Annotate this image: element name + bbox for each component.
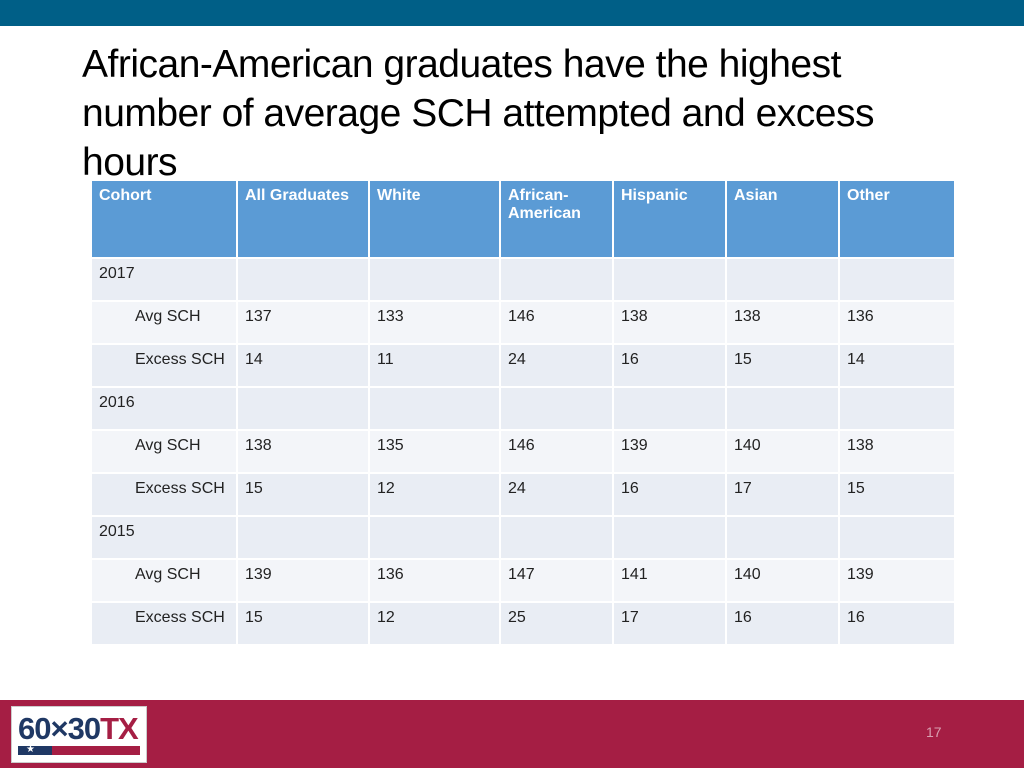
table-cell: 138 <box>236 429 370 474</box>
header-hispanic: Hispanic <box>612 179 727 259</box>
header-cohort: Cohort <box>90 179 238 259</box>
table-cell: 17 <box>725 472 840 517</box>
empty-cell <box>612 515 727 560</box>
empty-cell <box>725 386 840 431</box>
table-row-year: 2016 <box>90 386 956 431</box>
table-cell: 136 <box>838 300 956 345</box>
table-cell: 141 <box>612 558 727 603</box>
metric-label: Excess SCH <box>90 343 238 388</box>
table-cell: 16 <box>838 601 956 646</box>
page-number: 17 <box>926 724 942 740</box>
table-cell: 12 <box>368 601 501 646</box>
table-row-year: 2017 <box>90 257 956 302</box>
empty-cell <box>499 257 614 302</box>
table-cell: 12 <box>368 472 501 517</box>
header-row: Cohort All Graduates White African-Ameri… <box>90 179 956 259</box>
table-cell: 15 <box>236 472 370 517</box>
cohort-year: 2017 <box>90 257 238 302</box>
table-cell: 139 <box>236 558 370 603</box>
empty-cell <box>236 257 370 302</box>
metric-label: Excess SCH <box>90 601 238 646</box>
empty-cell <box>499 386 614 431</box>
table-row: Avg SCH 137 133 146 138 138 136 <box>90 300 956 345</box>
table-cell: 15 <box>725 343 840 388</box>
table-cell: 25 <box>499 601 614 646</box>
logo-text-accent: TX <box>100 711 139 746</box>
empty-cell <box>368 515 501 560</box>
metric-label: Avg SCH <box>90 558 238 603</box>
empty-cell <box>838 257 956 302</box>
metric-label: Avg SCH <box>90 429 238 474</box>
table-cell: 14 <box>236 343 370 388</box>
empty-cell <box>725 515 840 560</box>
footer-bar <box>0 700 1024 768</box>
table-cell: 24 <box>499 472 614 517</box>
table-cell: 136 <box>368 558 501 603</box>
table-cell: 140 <box>725 429 840 474</box>
metric-label: Excess SCH <box>90 472 238 517</box>
metric-label: Avg SCH <box>90 300 238 345</box>
star-icon: ★ <box>26 744 35 755</box>
logo-text: 60×30TX <box>18 711 139 747</box>
empty-cell <box>838 515 956 560</box>
table-row: Avg SCH 139 136 147 141 140 139 <box>90 558 956 603</box>
empty-cell <box>236 386 370 431</box>
empty-cell <box>499 515 614 560</box>
cohort-year: 2015 <box>90 515 238 560</box>
table-cell: 16 <box>612 343 727 388</box>
header-white: White <box>368 179 501 259</box>
table-cell: 139 <box>612 429 727 474</box>
slide-title: African-American graduates have the high… <box>82 43 874 184</box>
empty-cell <box>838 386 956 431</box>
table-cell: 11 <box>368 343 501 388</box>
header-asian: Asian <box>725 179 840 259</box>
table-row: Excess SCH 15 12 25 17 16 16 <box>90 601 956 646</box>
empty-cell <box>612 257 727 302</box>
empty-cell <box>368 386 501 431</box>
table-cell: 138 <box>725 300 840 345</box>
table-body: 2017 Avg SCH 137 133 146 138 138 136 Excess SCH 1… <box>90 257 956 646</box>
table-cell: 146 <box>499 429 614 474</box>
header-african-american: African-American <box>499 179 614 259</box>
empty-cell <box>612 386 727 431</box>
table-cell: 138 <box>838 429 956 474</box>
table-cell: 133 <box>368 300 501 345</box>
header-other: Other <box>838 179 956 259</box>
empty-cell <box>236 515 370 560</box>
table-cell: 139 <box>838 558 956 603</box>
table-cell: 15 <box>236 601 370 646</box>
table-row: Excess SCH 15 12 24 16 17 15 <box>90 472 956 517</box>
table-row: Avg SCH 138 135 146 139 140 138 <box>90 429 956 474</box>
table-cell: 17 <box>612 601 727 646</box>
top-bar <box>0 0 1024 26</box>
cohort-year: 2016 <box>90 386 238 431</box>
empty-cell <box>725 257 840 302</box>
table-row-year: 2015 <box>90 515 956 560</box>
60x30tx-logo: 60×30TX ★ <box>11 706 147 763</box>
table-cell: 137 <box>236 300 370 345</box>
table-cell: 138 <box>612 300 727 345</box>
empty-cell <box>368 257 501 302</box>
logo-stripe-red <box>52 746 140 755</box>
table-cell: 14 <box>838 343 956 388</box>
table-cell: 135 <box>368 429 501 474</box>
table-row: Excess SCH 14 11 24 16 15 14 <box>90 343 956 388</box>
logo-text-main: 60×30 <box>18 711 101 746</box>
table-cell: 15 <box>838 472 956 517</box>
table-cell: 16 <box>612 472 727 517</box>
header-all-graduates: All Graduates <box>236 179 370 259</box>
table-cell: 146 <box>499 300 614 345</box>
table-cell: 16 <box>725 601 840 646</box>
table-cell: 140 <box>725 558 840 603</box>
table-cell: 147 <box>499 558 614 603</box>
table-cell: 24 <box>499 343 614 388</box>
sch-table: Cohort All Graduates White African-Ameri… <box>90 179 956 646</box>
